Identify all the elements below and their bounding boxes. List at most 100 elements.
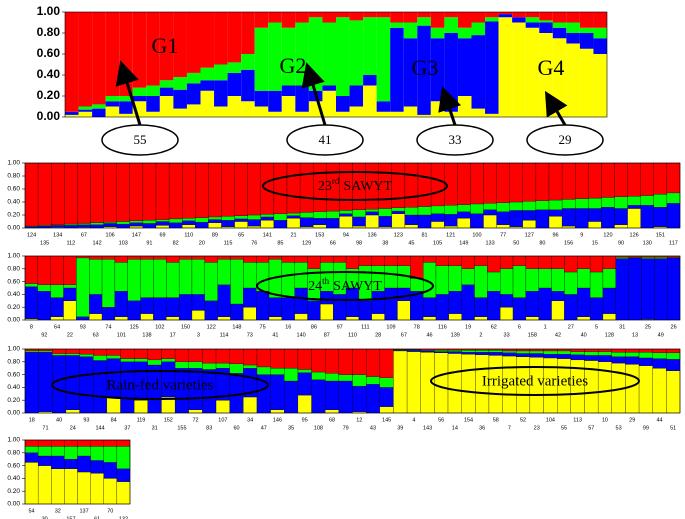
bar-segment: [103, 478, 118, 505]
label-ordinal: rd: [332, 176, 340, 186]
bar-segment: [63, 284, 77, 289]
bar-segment: [146, 96, 160, 112]
bar-segment: [487, 255, 501, 273]
bar-segment: [260, 214, 275, 218]
bar-segment: [191, 255, 205, 260]
bar-segment: [326, 218, 340, 229]
bar-segment: [525, 268, 539, 292]
bar-segment: [615, 257, 629, 259]
bar-segment: [284, 368, 299, 382]
bar-segment: [538, 268, 552, 289]
bar-segment: [273, 213, 288, 221]
bar-segment: [78, 109, 93, 112]
bar-segment: [579, 48, 594, 117]
bar-segment: [379, 387, 394, 407]
bar-segment: [254, 90, 269, 107]
bar-segment: [51, 439, 65, 447]
x-tick-label: 151: [656, 232, 665, 238]
x-tick-label: 84: [111, 417, 117, 423]
bar-segment: [474, 265, 488, 298]
bar-segment: [376, 111, 391, 117]
bar-segment: [64, 223, 78, 226]
x-tick-label: 9: [580, 232, 583, 238]
x-tick-label: 87: [324, 332, 330, 338]
bar-segment: [77, 455, 91, 473]
bar-segment: [666, 162, 681, 194]
bar-segment: [24, 462, 39, 505]
bar-segment: [538, 255, 552, 269]
bar-segment: [365, 208, 379, 212]
bar-segment: [488, 352, 503, 356]
x-tick-label: 22: [67, 332, 73, 338]
bar-segment: [475, 352, 490, 355]
bar-segment: [159, 87, 174, 96]
bar-segment: [475, 350, 490, 353]
bar-segment: [188, 361, 203, 369]
bar-segment: [483, 214, 497, 229]
x-tick-label: 116: [438, 324, 447, 330]
bar-segment: [447, 350, 462, 352]
x-tick-label: 129: [302, 240, 311, 246]
x-tick-label: 103: [119, 240, 128, 246]
bar-segment: [90, 222, 104, 225]
y-tick-label: 0.00: [7, 317, 20, 324]
bar-segment: [404, 214, 419, 225]
bar-segment: [217, 284, 231, 317]
bar-segment: [254, 27, 269, 91]
bar-segment: [195, 221, 209, 229]
bar-segment: [627, 195, 641, 206]
x-tick-label: 41: [272, 332, 278, 338]
bar-segment: [320, 303, 334, 321]
bar-segment: [652, 348, 667, 353]
bar-segment: [230, 303, 244, 321]
bar-segment: [512, 297, 527, 321]
x-tick-label: 50: [513, 240, 519, 246]
bar-segment: [391, 213, 406, 229]
x-tick-label: 152: [164, 417, 173, 423]
bar-segment: [525, 255, 539, 269]
x-tick-label: 85: [277, 240, 283, 246]
bar-segment: [116, 439, 131, 447]
bar-segment: [461, 284, 475, 321]
bar-segment: [256, 366, 271, 375]
bar-segment: [92, 12, 106, 105]
bar-segment: [234, 215, 248, 220]
bar-segment: [24, 446, 39, 453]
bar-segment: [384, 287, 398, 321]
bar-segment: [64, 162, 78, 225]
bar-segment: [227, 72, 242, 96]
x-tick-label: 93: [80, 324, 86, 330]
bar-segment: [168, 162, 183, 220]
bar-segment: [116, 446, 131, 469]
bar-segment: [552, 12, 567, 23]
bar-segment: [349, 20, 364, 86]
bar-segment: [230, 255, 244, 260]
x-tick-label: 156: [564, 240, 573, 246]
x-tick-label: 68: [329, 417, 335, 423]
bar-segment: [652, 352, 667, 359]
y-tick-label: 0.00: [37, 109, 61, 123]
bar-segment: [77, 223, 91, 225]
bar-segment: [243, 287, 257, 308]
bar-segment: [116, 221, 130, 225]
bar-segment: [365, 211, 379, 216]
x-tick-label: 2: [479, 332, 482, 338]
x-tick-label: 31: [152, 425, 158, 431]
x-tick-label: 47: [261, 425, 267, 431]
bar-segment: [502, 352, 517, 357]
bar-segment: [652, 358, 667, 369]
bar-segment: [284, 380, 299, 414]
bar-segment: [161, 348, 176, 359]
x-tick-label: 98: [356, 240, 362, 246]
bar-segment: [24, 350, 39, 353]
bar-segment: [64, 439, 78, 447]
bar-segment: [588, 162, 602, 199]
x-tick-label: 45: [408, 240, 414, 246]
x-tick-label: 111: [361, 324, 369, 330]
bar-segment: [551, 300, 565, 321]
bar-segment: [338, 380, 353, 414]
bar-segment: [525, 27, 540, 117]
x-tick-label: 140: [297, 332, 306, 338]
bar-segment: [243, 364, 258, 369]
bar-segment: [307, 255, 321, 269]
